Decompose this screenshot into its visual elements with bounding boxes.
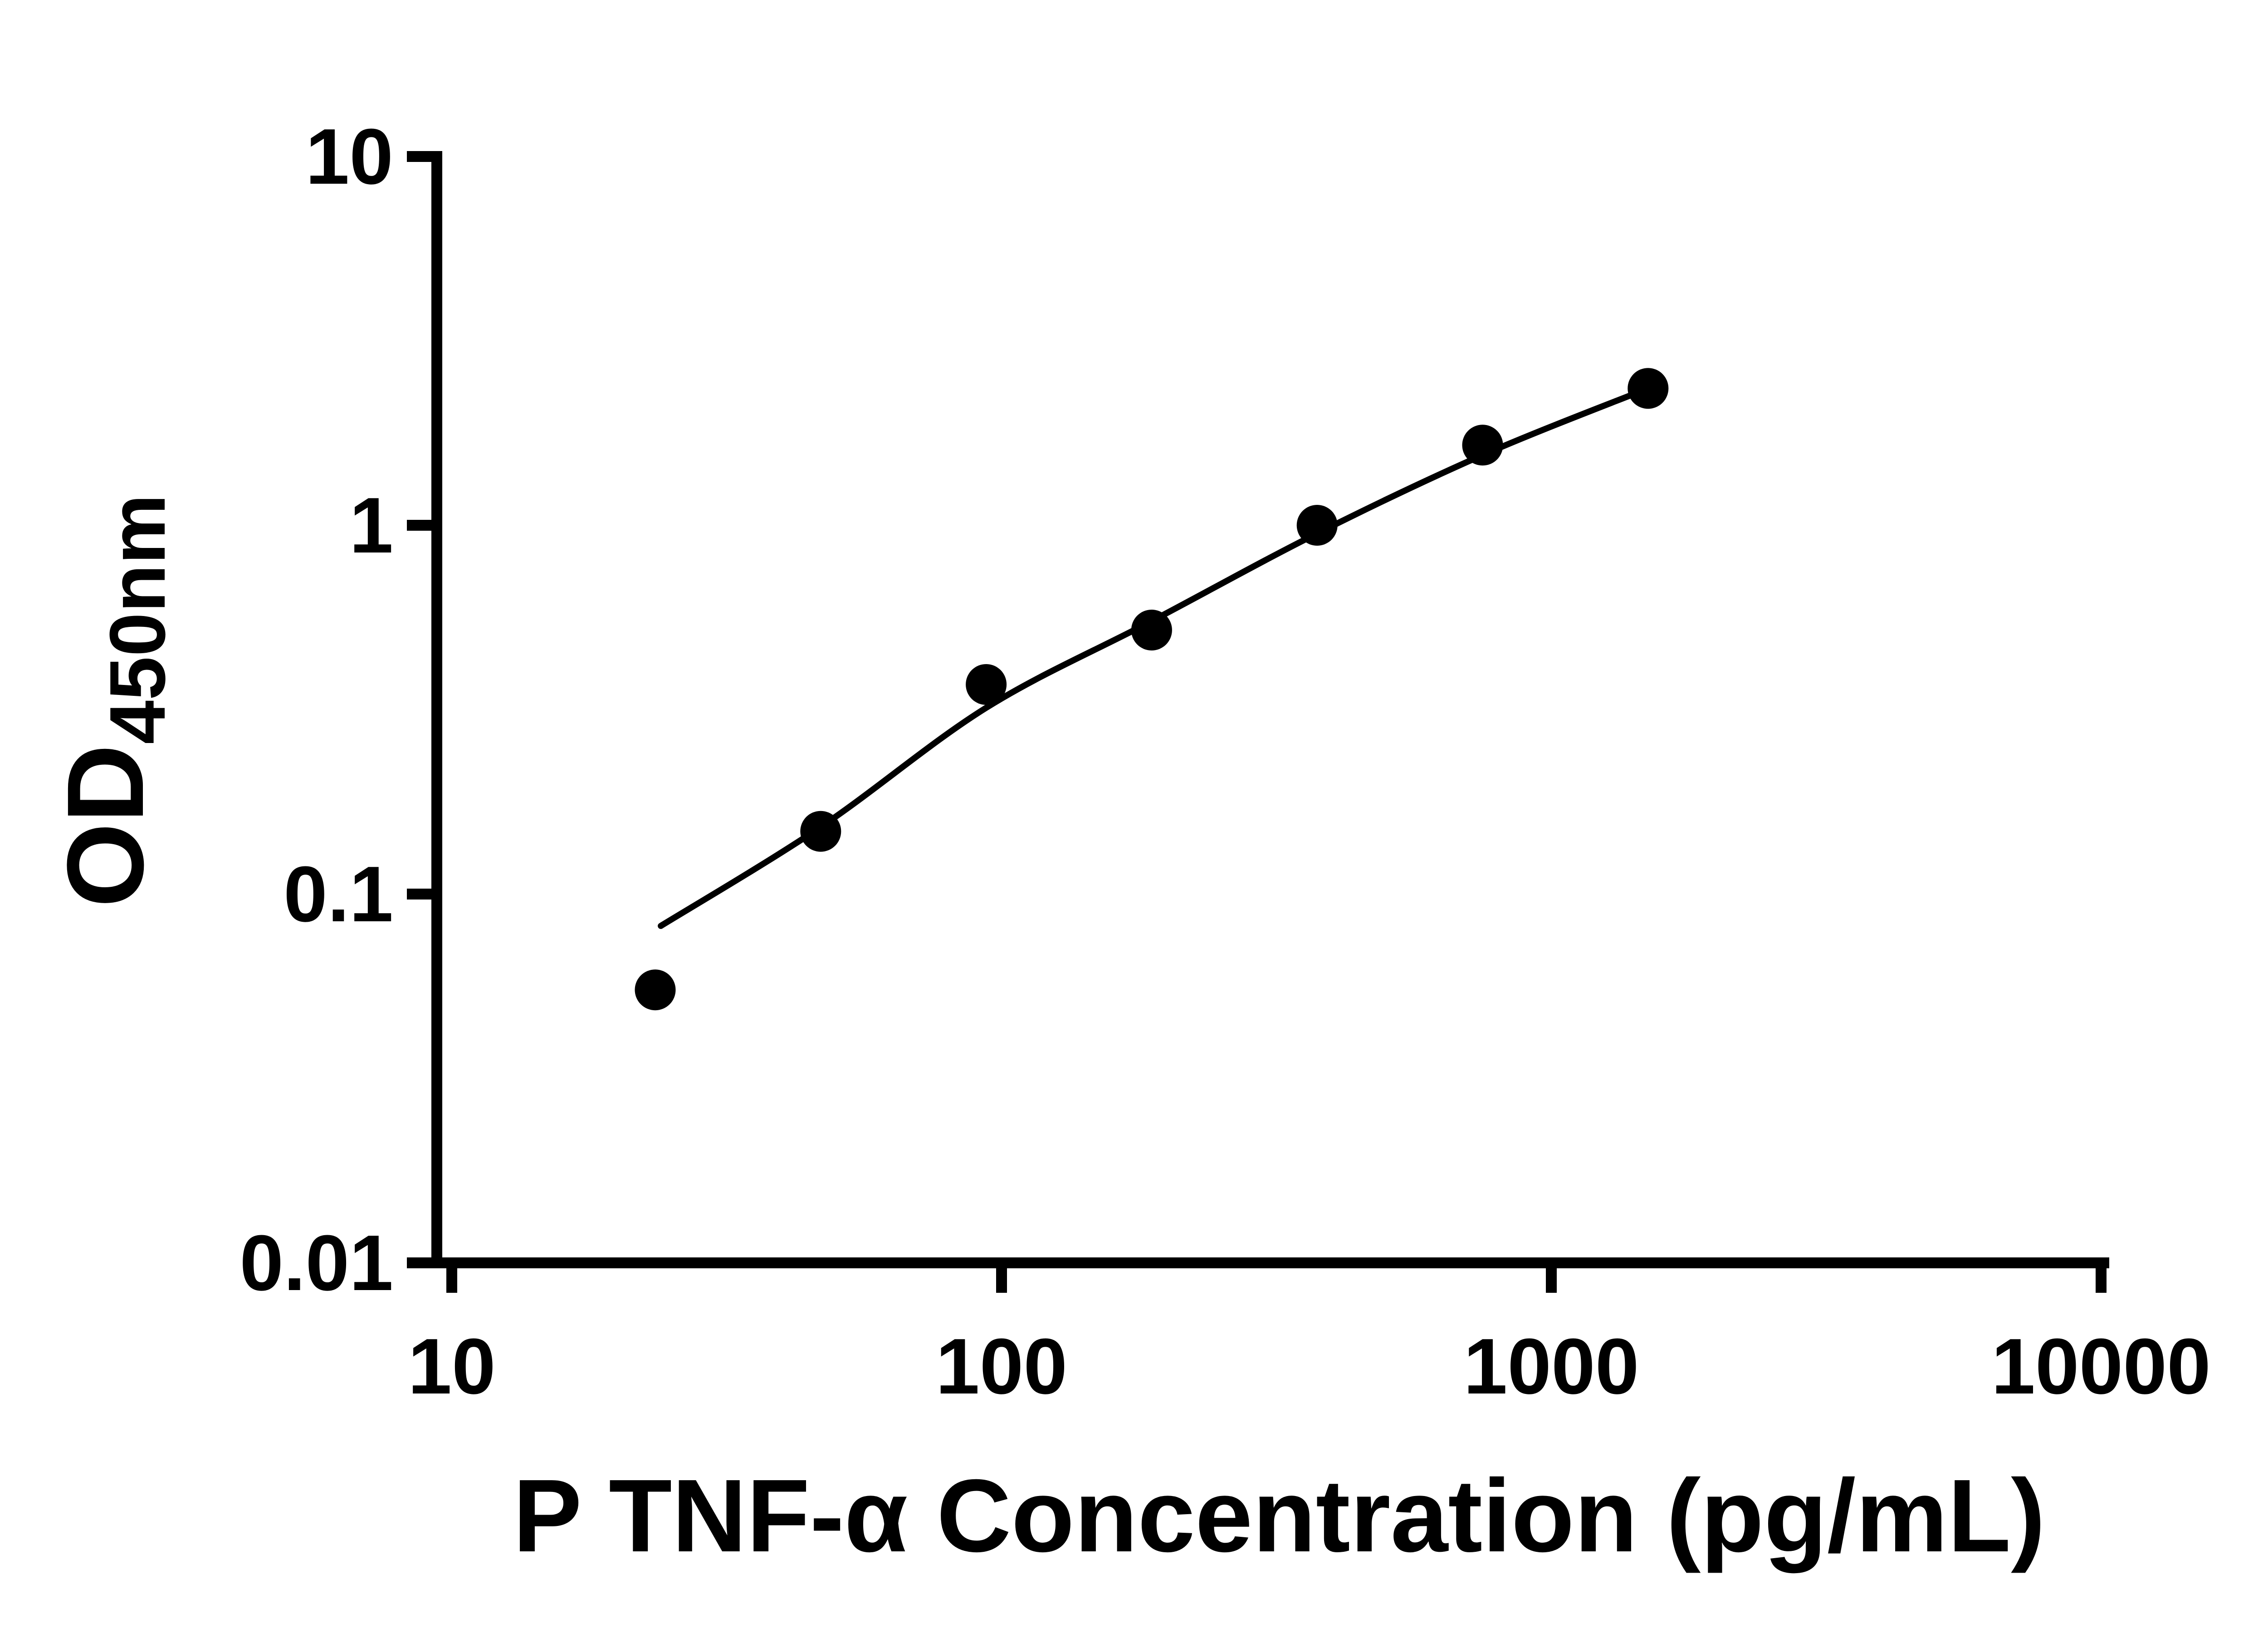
data-point <box>1628 368 1669 409</box>
x-tick-label: 10000 <box>1991 1322 2211 1410</box>
y-axis-title: OD450nm <box>44 494 181 907</box>
y-axis-title-sub: 450nm <box>93 494 181 744</box>
data-point <box>1131 610 1172 650</box>
y-tick-label: 0.1 <box>284 850 393 938</box>
data-points <box>635 368 1669 1011</box>
x-tick-label: 100 <box>936 1322 1067 1410</box>
y-tick-label: 0.01 <box>240 1218 393 1307</box>
data-point <box>800 811 841 852</box>
y-axis-title-main: OD <box>44 744 166 908</box>
x-tick-label: 1000 <box>1463 1322 1639 1410</box>
x-axis-ticks: 10 100 1000 10000 <box>408 1263 2211 1410</box>
data-point <box>1462 425 1503 466</box>
data-point <box>966 664 1007 705</box>
y-tick-label: 1 <box>349 481 393 569</box>
data-point <box>1296 505 1338 546</box>
x-axis: 10 100 1000 10000 <box>408 1257 2211 1410</box>
x-axis-title: P TNF-α Concentration (pg/mL) <box>513 1458 2045 1574</box>
x-tick-label: 10 <box>408 1322 496 1410</box>
y-axis-ticks: 0.01 0.1 1 10 <box>240 112 437 1307</box>
y-tick-label: 10 <box>305 112 393 200</box>
y-axis: 0.01 0.1 1 10 <box>240 112 442 1307</box>
data-point <box>635 969 676 1011</box>
